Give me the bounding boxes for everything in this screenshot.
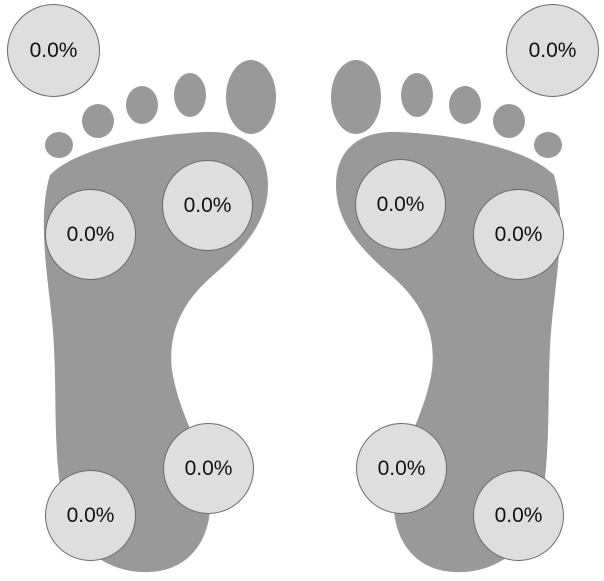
left-forefoot-outer-sensor: 0.0% xyxy=(45,189,136,280)
right-little-toe xyxy=(534,132,562,158)
right-corner-readout: 0.0% xyxy=(506,4,599,97)
right-forefoot-outer-sensor: 0.0% xyxy=(473,189,564,280)
left-heel-inner-sensor: 0.0% xyxy=(163,423,254,514)
left-heel-outer-sensor: 0.0% xyxy=(45,470,136,561)
left-little-toe xyxy=(45,132,73,158)
right-heel-inner-sensor: 0.0% xyxy=(356,423,447,514)
left-toe-2 xyxy=(174,73,206,117)
right-big-toe xyxy=(331,60,381,134)
right-toe-4 xyxy=(493,104,525,138)
left-forefoot-inner-sensor: 0.0% xyxy=(162,160,253,251)
right-heel-outer-sensor: 0.0% xyxy=(473,470,564,561)
left-big-toe xyxy=(226,60,276,134)
right-forefoot-inner-sensor: 0.0% xyxy=(355,159,446,250)
right-toe-2 xyxy=(401,73,433,117)
right-toe-3 xyxy=(449,86,481,124)
left-toe-4 xyxy=(82,104,114,138)
left-corner-readout: 0.0% xyxy=(7,4,100,97)
left-toe-3 xyxy=(126,86,158,124)
